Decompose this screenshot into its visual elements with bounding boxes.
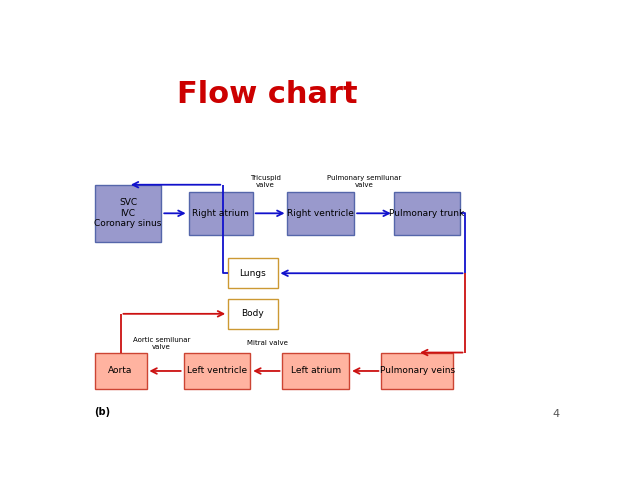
FancyBboxPatch shape [94, 185, 161, 242]
Text: Aorta: Aorta [108, 366, 133, 376]
Text: Mitral valve: Mitral valve [247, 340, 288, 346]
Text: Pulmonary semilunar
valve: Pulmonary semilunar valve [327, 174, 401, 188]
FancyBboxPatch shape [94, 353, 147, 389]
FancyBboxPatch shape [228, 299, 278, 329]
Text: Lungs: Lungs [239, 269, 266, 278]
Text: 4: 4 [553, 409, 560, 419]
Text: Pulmonary veins: Pulmonary veins [380, 366, 455, 376]
Text: Flow chart: Flow chart [177, 80, 358, 109]
Text: Tricuspid
valve: Tricuspid valve [249, 174, 281, 188]
Text: Body: Body [241, 309, 264, 319]
Text: Left atrium: Left atrium [291, 366, 341, 376]
FancyBboxPatch shape [382, 353, 453, 389]
FancyBboxPatch shape [228, 259, 278, 288]
FancyBboxPatch shape [189, 192, 253, 235]
Text: Right atrium: Right atrium [192, 209, 249, 218]
FancyBboxPatch shape [287, 192, 354, 235]
FancyBboxPatch shape [394, 192, 461, 235]
FancyBboxPatch shape [283, 353, 349, 389]
Text: Aortic semilunar
valve: Aortic semilunar valve [133, 337, 190, 350]
FancyBboxPatch shape [184, 353, 250, 389]
Text: Pulmonary trunk: Pulmonary trunk [389, 209, 464, 218]
Text: SVC
IVC
Coronary sinus: SVC IVC Coronary sinus [94, 198, 161, 228]
Text: (b): (b) [94, 407, 111, 417]
Text: Right ventricle: Right ventricle [287, 209, 354, 218]
Text: Left ventricle: Left ventricle [187, 366, 247, 376]
